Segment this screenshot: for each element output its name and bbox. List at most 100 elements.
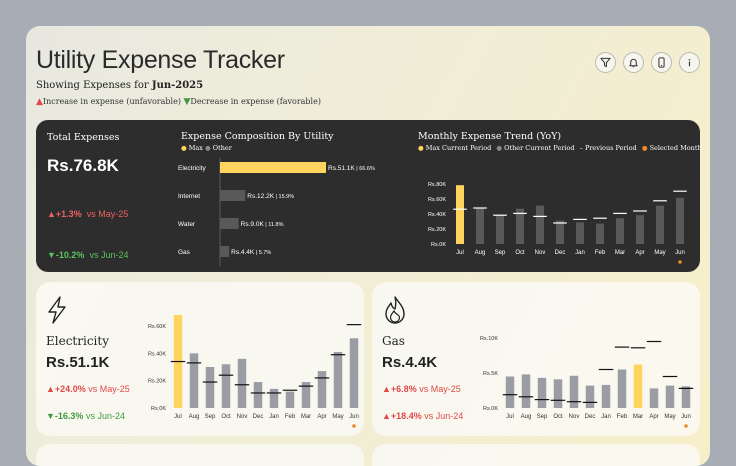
legend-other: Other: [212, 144, 232, 152]
y-tick-label: Rs.20K: [428, 227, 446, 233]
bar: [656, 205, 664, 244]
bar: [617, 369, 627, 408]
y-tick-label: Rs.60K: [148, 324, 166, 330]
gas-mom-change: ▲+6.8% vs May-25: [382, 384, 461, 394]
total-mom-label: vs May-25: [86, 209, 129, 219]
x-tick-label: Jul: [174, 414, 182, 420]
mobile-view-button[interactable]: [651, 52, 672, 73]
x-tick-label: Oct: [553, 414, 563, 420]
composition-title: Expense Composition By Utility: [181, 131, 334, 142]
x-tick-label: May: [654, 250, 665, 256]
triangle-up-icon: ▲: [36, 97, 43, 107]
legend-other-current: Other Current Period: [504, 144, 575, 152]
electricity-title: Electricity: [46, 334, 109, 348]
total-expenses-value: Rs.76.8K: [47, 156, 119, 175]
flame-icon: [385, 296, 405, 324]
y-tick-label: Rs.40K: [148, 351, 166, 357]
x-tick-label: Aug: [521, 414, 532, 420]
bar: [285, 391, 295, 408]
x-tick-label: Feb: [617, 414, 628, 420]
x-tick-label: Sep: [205, 414, 216, 420]
electricity-chart: Rs.0K Rs.20K Rs.40K Rs.60K Jul Aug Sep Oct Nov De…: [148, 315, 362, 428]
bar: [536, 205, 544, 244]
total-yoy-pct: -10.2%: [55, 250, 85, 260]
subtitle-prefix: Showing Expenses for: [36, 80, 149, 91]
filter-button[interactable]: [595, 52, 616, 73]
x-tick-label: Nov: [569, 414, 580, 420]
trend-chart: Rs.0K Rs.20K Rs.40K Rs.60K Rs.80K Jul Aug Sep Oc…: [428, 182, 687, 264]
total-mom-change: ▲+1.3% vs May-25: [47, 202, 128, 221]
triangle-up-icon: ▲: [382, 411, 391, 421]
water-card: [36, 444, 364, 466]
bar: [301, 382, 311, 408]
x-tick-label: Apr: [635, 250, 644, 256]
x-tick-label: Aug: [189, 414, 200, 420]
bar: [569, 375, 579, 408]
trend-legend: ● Max Current Period ● Other Current Per…: [418, 144, 702, 152]
bar: [221, 364, 231, 408]
bar-value: Rs.51.1K: [328, 165, 355, 172]
electricity-card: Electricity Rs.51.1K ▲+24.0% vs May-25 ▼…: [36, 282, 364, 436]
bar-value-label: Rs.12.2K | 15.9%: [247, 193, 294, 200]
notification-button[interactable]: [623, 52, 644, 73]
phone-icon: [658, 57, 665, 68]
other-legend-dot: ●: [205, 144, 211, 152]
x-tick-label: Jan: [575, 250, 585, 256]
gas-yoy-label: vs Jun-24: [424, 411, 464, 421]
page-title: Utility Expense Tracker: [36, 46, 285, 74]
info-button[interactable]: [679, 52, 700, 73]
composition-bar: [220, 246, 230, 257]
page-subtitle: Showing Expenses for Jun-2025: [36, 80, 203, 91]
selected-legend-dot: ●: [641, 144, 648, 152]
x-tick-label: Jan: [269, 414, 279, 420]
bar-share: | 5.7%: [254, 250, 271, 256]
x-tick-label: Apr: [649, 414, 658, 420]
category-label: Water: [178, 221, 196, 228]
bar-value: Rs.4.4K: [231, 249, 255, 256]
x-tick-label: May: [332, 414, 343, 420]
bar: [585, 385, 595, 408]
electricity-yoy-pct: -16.3%: [54, 411, 84, 421]
bar-share: | 66.6%: [355, 166, 375, 172]
y-tick-label: Rs.20K: [148, 379, 166, 385]
x-tick-label: Dec: [555, 250, 566, 256]
x-tick-label: Apr: [317, 414, 326, 420]
bar-value-label: Rs.51.1K | 66.6%: [328, 165, 375, 172]
bar: [576, 222, 584, 244]
bar: [681, 386, 691, 408]
gas-value: Rs.4.4K: [382, 354, 438, 371]
other-legend-dot: ●: [496, 144, 503, 152]
subtitle-month: Jun-2025: [151, 80, 204, 91]
x-tick-label: Jun: [349, 414, 359, 420]
bar: [505, 376, 515, 408]
bar: [601, 384, 611, 408]
bar: [596, 223, 604, 244]
triangle-up-icon: ▲: [47, 209, 56, 219]
electricity-yoy-label: vs Jun-24: [86, 411, 126, 421]
electricity-mom-pct: +24.0%: [54, 384, 86, 394]
composition-bar: [220, 162, 326, 173]
bar: [521, 374, 531, 408]
bar: [537, 377, 547, 408]
x-tick-label: May: [664, 414, 675, 420]
bar: [476, 208, 484, 244]
gas-title: Gas: [382, 334, 405, 348]
y-tick-label: Rs.60K: [428, 197, 446, 203]
x-tick-label: Nov: [237, 414, 248, 420]
x-tick-label: Jul: [456, 250, 464, 256]
legend-up-text: Increase in expense (unfavorable): [42, 97, 181, 106]
bar: [496, 214, 504, 244]
triangle-up-icon: ▲: [382, 384, 391, 394]
bar: [649, 388, 659, 408]
x-tick-label: Oct: [515, 250, 525, 256]
y-tick-label: Rs.40K: [428, 212, 446, 218]
x-tick-label: Jan: [601, 414, 611, 420]
trend-title: Monthly Expense Trend (YoY): [418, 131, 562, 142]
electricity-yoy-change: ▼-16.3% vs Jun-24: [46, 411, 125, 421]
bar: [349, 338, 359, 408]
composition-bar: [220, 190, 246, 201]
y-tick-label: Rs.80K: [428, 182, 446, 188]
bar: [317, 371, 327, 408]
gas-chart: Rs.0K Rs.5K Rs.10K Jul Aug Sep Oct Nov Dec Jan Feb…: [480, 336, 694, 428]
composition-legend: ● Max ● Other: [181, 144, 232, 152]
